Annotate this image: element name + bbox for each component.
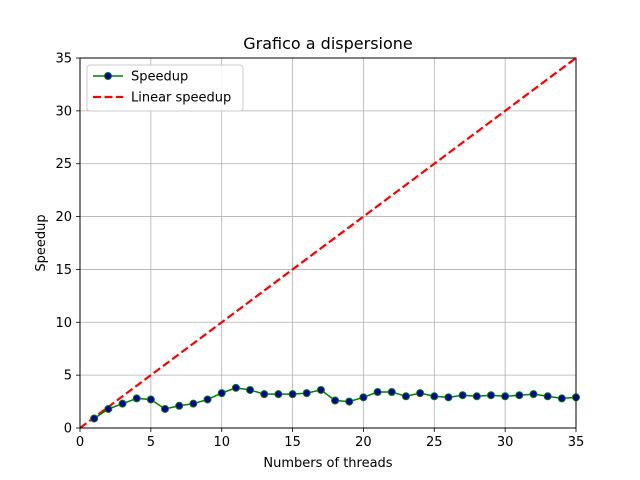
speedup-point — [401, 392, 410, 401]
y-axis-title: Speedup — [34, 214, 49, 271]
speedup-point — [203, 395, 212, 404]
speedup-point — [302, 389, 311, 398]
legend-speedup-marker — [104, 72, 112, 80]
legend-linear-speedup-label: Linear speedup — [131, 91, 231, 106]
grid — [79, 57, 577, 429]
speedup-point — [118, 399, 127, 408]
speedup-point — [231, 383, 240, 392]
speedup-point — [529, 390, 538, 399]
speedup-point — [458, 391, 467, 400]
speedup-point — [104, 404, 113, 413]
speedup-point — [345, 397, 354, 406]
speedup-point — [515, 391, 524, 400]
x-tick-label: 30 — [497, 435, 514, 450]
y-tick-label: 0 — [64, 422, 72, 437]
y-tick-label: 5 — [64, 369, 72, 384]
y-tick-label: 25 — [55, 157, 72, 172]
speedup-point — [416, 389, 425, 398]
x-tick-label: 10 — [213, 435, 230, 450]
y-tick-label: 35 — [55, 52, 72, 67]
x-axis-title: Numbers of threads — [263, 456, 392, 471]
speedup-point — [543, 392, 552, 401]
speedup-point — [288, 390, 297, 399]
x-tick-label: 15 — [284, 435, 301, 450]
speedup-point — [472, 392, 481, 401]
speedup-point — [316, 385, 325, 394]
legend-speedup-label: Speedup — [131, 70, 188, 85]
speedup-point — [444, 393, 453, 402]
y-tick-label: 30 — [55, 104, 72, 119]
x-tick-label: 0 — [76, 435, 84, 450]
plot-frame — [79, 57, 577, 429]
y-tick-label: 10 — [55, 316, 72, 331]
speedup-point — [430, 392, 439, 401]
speedup-point — [246, 385, 255, 394]
series-layer — [79, 57, 580, 429]
x-tick-label: 25 — [426, 435, 443, 450]
series-linear-speedup-line — [79, 57, 577, 429]
axes: 0 5 10 15 20 25 30 35 0 5 10 15 20 25 30 35 — [55, 52, 584, 451]
x-tick-label: 35 — [568, 435, 585, 450]
speedup-point — [359, 393, 368, 402]
y-tick-label: 20 — [55, 210, 72, 225]
legend: Speedup Linear speedup — [86, 64, 244, 112]
speedup-point — [146, 395, 155, 404]
speedup-point — [387, 388, 396, 397]
speedup-point — [161, 404, 170, 413]
speedup-point — [557, 394, 566, 403]
x-tick-label: 20 — [355, 435, 372, 450]
speedup-point — [486, 391, 495, 400]
speedup-point — [189, 399, 198, 408]
speedup-point — [373, 388, 382, 397]
speedup-point — [175, 401, 184, 410]
speedup-point — [132, 394, 141, 403]
chart-title: Grafico a dispersione — [243, 34, 413, 53]
x-tick-label: 5 — [147, 435, 155, 450]
speedup-point — [217, 389, 226, 398]
speedup-point — [274, 390, 283, 399]
legend-box — [86, 64, 244, 112]
speedup-point — [260, 390, 269, 399]
speedup-point — [331, 396, 340, 405]
y-tick-label: 15 — [55, 263, 72, 278]
speedup-point — [90, 414, 99, 423]
speedup-point — [501, 392, 510, 401]
